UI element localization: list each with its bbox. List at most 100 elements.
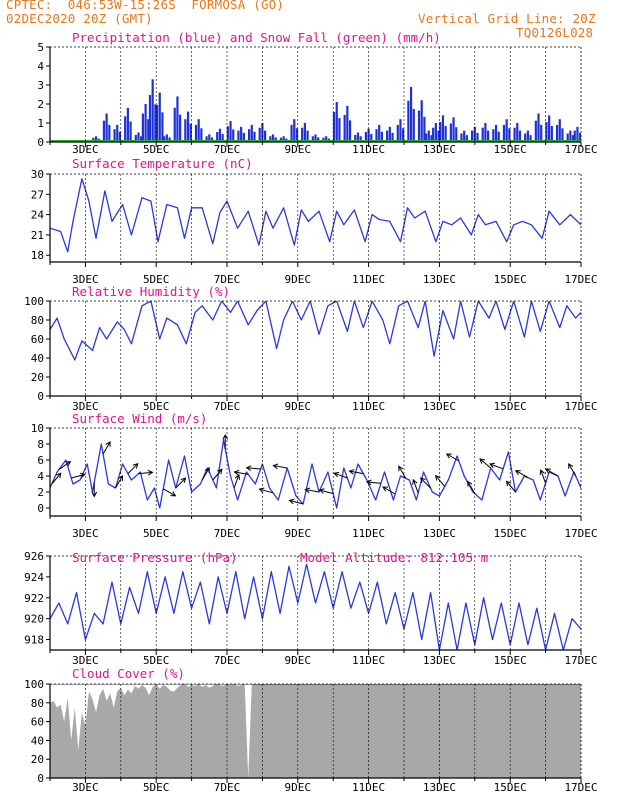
wind-arrow [246,467,261,470]
precip-bar [526,130,529,142]
wind-arrow [479,458,492,469]
y-tick-label: 30 [31,168,44,181]
wind-arrow-head [435,474,441,481]
precip-bar [555,124,559,142]
wind-arrow [127,463,139,474]
y-tick-label: 40 [31,734,44,747]
precip-bar [545,122,548,142]
precip-bar [232,129,235,142]
precip-bar [237,130,240,142]
wind-arrow-head [245,465,252,471]
x-tick-label: 3DEC [72,400,99,413]
wind-arrow-head [91,491,98,498]
precip-bar [247,129,251,142]
wind-arrow-head [445,453,452,459]
precip-bar [113,129,116,142]
precip-bar [432,127,435,142]
chart-title: Cloud Cover (%) [72,666,185,681]
y-tick-label: 10 [31,422,44,435]
wind-arrow [233,474,240,489]
precip-bar [168,137,171,142]
wind-arrow [289,499,304,505]
precip-bar [412,108,415,142]
x-tick-label: 5DEC [143,400,170,413]
precip-bar [165,134,168,142]
y-tick-label: 0 [37,136,44,149]
precip-bar [124,116,127,142]
plot-area [50,684,581,778]
precip-bar [378,124,381,142]
precip-bar [264,130,267,142]
chart-panel-1: 0 1 2 3 4 5 3DEC 5DEC 7DEC 9DEC 11DEC 13DEC 15DEC 17D… [37,30,597,156]
wind-arrow [540,469,547,484]
precip-bar [158,92,161,142]
y-tick-label: 18 [31,249,44,262]
precip-bar [226,126,229,142]
precip-bar [151,79,154,142]
wind-arrow [115,475,123,489]
series-line [50,178,581,253]
y-tick-label: 0 [37,502,44,515]
series-line [50,563,581,650]
x-tick-label: 11DEC [352,527,385,540]
precip-bar [537,113,540,142]
x-tick-label: 3DEC [72,143,99,156]
wind-arrow [305,489,320,493]
precip-bar [550,126,553,142]
x-tick-label: 7DEC [214,527,241,540]
precip-bar [253,131,256,142]
wind-arrow-head [233,469,240,476]
x-tick-label: 5DEC [143,781,170,794]
x-tick-label: 13DEC [423,400,456,413]
precip-bar [348,120,352,142]
wind-arrow-head [382,486,389,492]
precip-bar [306,130,309,142]
precip-bar [176,96,179,142]
y-tick-label: 4 [37,60,44,73]
y-tick-label: 100 [24,295,44,308]
wind-arrow-head [217,468,223,475]
precip-bar [481,127,484,142]
precip-bar [354,134,357,142]
precip-bar [566,133,569,142]
header-location: CPTEC: 046:53W-15:26S FORMOSA (GO) [6,0,285,12]
x-tick-label: 3DEC [72,781,99,794]
x-tick-label: 11DEC [352,654,385,667]
precip-bar [427,130,430,142]
x-tick-label: 9DEC [285,273,312,286]
wind-arrow-head [105,440,111,447]
y-tick-label: 20 [31,753,44,766]
wind-arrow [489,463,504,470]
precip-bar [424,133,428,142]
x-tick-label: 15DEC [494,143,527,156]
wind-arrow [382,486,396,495]
precip-bar [540,124,543,142]
wind-arrow-head [398,465,404,472]
precip-bar [423,116,426,142]
x-tick-label: 13DEC [423,527,456,540]
x-tick-label: 9DEC [285,654,312,667]
wind-arrow [349,470,364,475]
wind-arrow [420,477,431,489]
precip-bar [492,129,495,142]
precip-bar [311,136,314,142]
precip-bar [92,137,95,142]
precip-bar [105,113,108,142]
precip-bar [569,130,572,142]
wind-arrow-head [544,468,551,474]
wind-arrow-head [288,498,295,505]
precip-bar [439,122,442,142]
precip-bar [325,136,328,142]
series-line [50,301,581,361]
x-tick-label: 17DEC [564,400,597,413]
y-tick-label: 6 [37,454,44,467]
wind-arrow-head [79,472,86,479]
precip-bar [137,132,140,142]
wind-arrow [273,465,288,469]
chart-panel-5: 918 920 922 924 926 3DEC 5DEC 7DEC 9DEC 11DEC 13DE… [24,550,597,667]
precip-bar [242,132,245,142]
precip-bar [388,126,391,142]
plot-area [50,79,581,142]
precip-bar [402,128,405,142]
